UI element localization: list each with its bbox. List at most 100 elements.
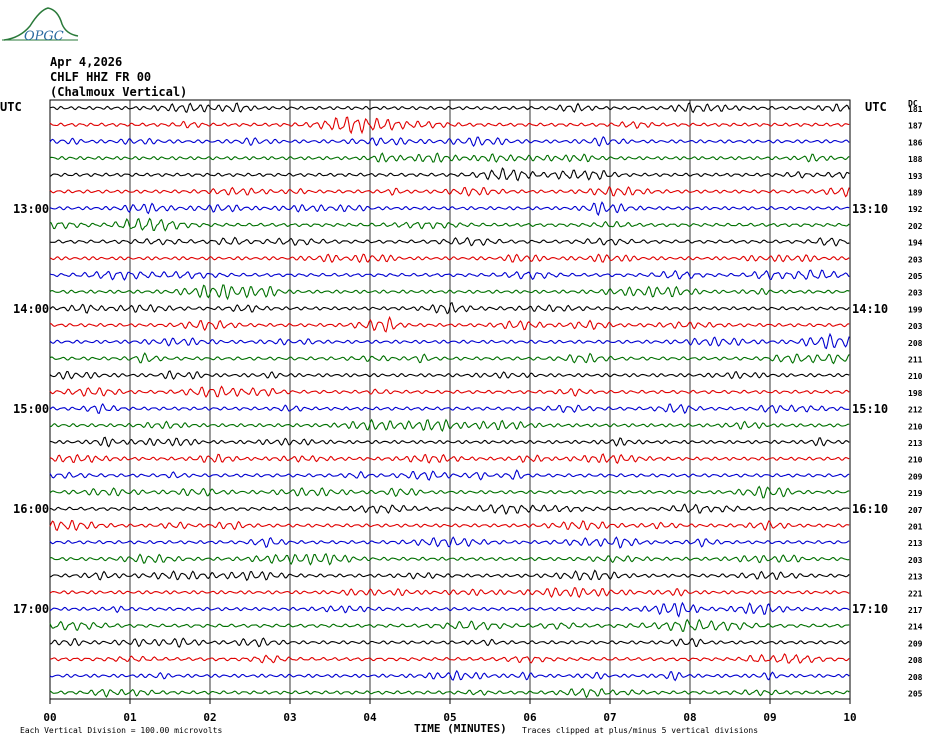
- seismic-trace: [49, 403, 850, 415]
- seismic-trace: [49, 418, 850, 433]
- right-time-label: 17:10: [852, 602, 889, 616]
- dc-offset-label: 181: [908, 105, 923, 114]
- dc-offset-label: 213: [908, 539, 923, 548]
- x-tick-label: 06: [523, 711, 537, 724]
- seismic-trace: [49, 469, 850, 481]
- right-utc-label: UTC: [865, 100, 887, 114]
- seismic-trace: [49, 385, 850, 398]
- seismic-trace: [49, 569, 850, 582]
- dc-offset-label: 210: [908, 372, 923, 381]
- seismic-trace: [49, 669, 850, 682]
- opgc-logo-graphic: OPGC: [2, 7, 79, 44]
- dc-offset-label: 188: [908, 155, 923, 164]
- x-tick-label: 09: [763, 711, 776, 724]
- left-time-label: 14:00: [13, 302, 50, 316]
- seismic-trace: [49, 284, 850, 301]
- seismic-trace: [49, 302, 850, 315]
- seismic-trace: [49, 135, 850, 147]
- seismic-trace: [49, 236, 850, 247]
- dc-offset-label: 210: [908, 456, 923, 465]
- x-tick-label: 03: [283, 711, 296, 724]
- dc-offset-label: 219: [908, 489, 923, 498]
- seismic-trace: [49, 436, 850, 448]
- dc-offset-label: 186: [908, 138, 923, 147]
- dc-offset-label: 217: [908, 606, 923, 615]
- dc-offset-label: 221: [908, 589, 923, 598]
- vertical-division-note: Each Vertical Division = 100.00 microvol…: [20, 726, 223, 735]
- dc-offset-label: 208: [908, 339, 923, 348]
- seismic-trace: [49, 485, 850, 499]
- dc-offset-label: 192: [908, 205, 923, 214]
- left-utc-label: UTC: [0, 100, 22, 114]
- seismic-trace: [49, 102, 850, 114]
- dc-column-label: DC: [908, 99, 918, 108]
- x-axis-title: TIME (MINUTES): [414, 722, 507, 735]
- right-time-label: 13:10: [852, 202, 889, 216]
- right-time-label: 16:10: [852, 502, 889, 516]
- x-tick-label: 02: [203, 711, 216, 724]
- seismic-trace: [49, 116, 850, 135]
- left-time-label: 15:00: [13, 402, 50, 416]
- logo-text: OPGC: [24, 29, 64, 44]
- clipping-note: Traces clipped at plus/minus 5 vertical …: [522, 726, 759, 735]
- dc-offset-label: 194: [908, 239, 923, 248]
- seismic-trace: [49, 332, 850, 350]
- header-date: Apr 4,2026: [50, 55, 123, 69]
- seismic-trace: [49, 552, 850, 566]
- left-time-label: 13:00: [13, 202, 50, 216]
- seismic-trace: [49, 315, 850, 333]
- seismic-trace: [49, 370, 850, 380]
- seismic-trace: [49, 587, 850, 599]
- seismic-trace: [49, 217, 850, 232]
- seismic-trace: [49, 186, 850, 198]
- dc-offset-label: 209: [908, 472, 923, 481]
- dc-offset-label: 203: [908, 556, 923, 565]
- opgc-logo: OPGC: [0, 2, 80, 44]
- dc-offset-label: 213: [908, 573, 923, 582]
- dc-offset-label: 209: [908, 639, 923, 648]
- dc-offset-label: 211: [908, 356, 923, 365]
- seismic-trace: [49, 152, 850, 163]
- seismic-trace: [49, 519, 850, 532]
- dc-offset-label: 203: [908, 322, 923, 331]
- x-tick-label: 07: [603, 711, 616, 724]
- x-tick-label: 00: [43, 711, 56, 724]
- seismic-trace: [49, 253, 850, 264]
- seismic-trace: [49, 352, 850, 365]
- dc-offset-label: 202: [908, 222, 923, 231]
- seismic-trace: [49, 201, 850, 217]
- dc-offset-label: 208: [908, 656, 923, 665]
- dc-offset-label: 205: [908, 690, 923, 699]
- seismic-trace: [49, 653, 850, 664]
- seismic-trace: [49, 637, 850, 648]
- right-time-label: 14:10: [852, 302, 889, 316]
- right-time-label: 15:10: [852, 402, 889, 416]
- dc-offset-label: 208: [908, 673, 923, 682]
- x-tick-label: 01: [123, 711, 137, 724]
- dc-offset-label: 213: [908, 439, 923, 448]
- dc-offset-label: 201: [908, 523, 923, 532]
- dc-offset-label: 207: [908, 506, 923, 515]
- seismic-trace: [49, 503, 850, 515]
- dc-offset-label: 198: [908, 389, 923, 398]
- header-station: CHLF HHZ FR 00: [50, 70, 152, 84]
- x-tick-label: 08: [683, 711, 696, 724]
- dc-offset-label: 214: [908, 623, 923, 632]
- dc-offset-label: 187: [908, 122, 923, 131]
- seismic-trace: [49, 536, 850, 549]
- x-tick-label: 05: [443, 711, 456, 724]
- dc-offset-label: 203: [908, 289, 923, 298]
- seismic-trace: [49, 601, 850, 618]
- left-time-label: 17:00: [13, 602, 50, 616]
- seismic-trace: [49, 269, 850, 281]
- left-time-label: 16:00: [13, 502, 50, 516]
- x-tick-label: 10: [843, 711, 856, 724]
- seismic-trace: [49, 167, 850, 182]
- dc-offset-label: 189: [908, 189, 923, 198]
- seismic-trace: [49, 453, 850, 465]
- dc-offset-label: 193: [908, 172, 923, 181]
- dc-offset-label: 212: [908, 406, 923, 415]
- seismic-trace: [49, 618, 850, 632]
- dc-offset-label: 205: [908, 272, 923, 281]
